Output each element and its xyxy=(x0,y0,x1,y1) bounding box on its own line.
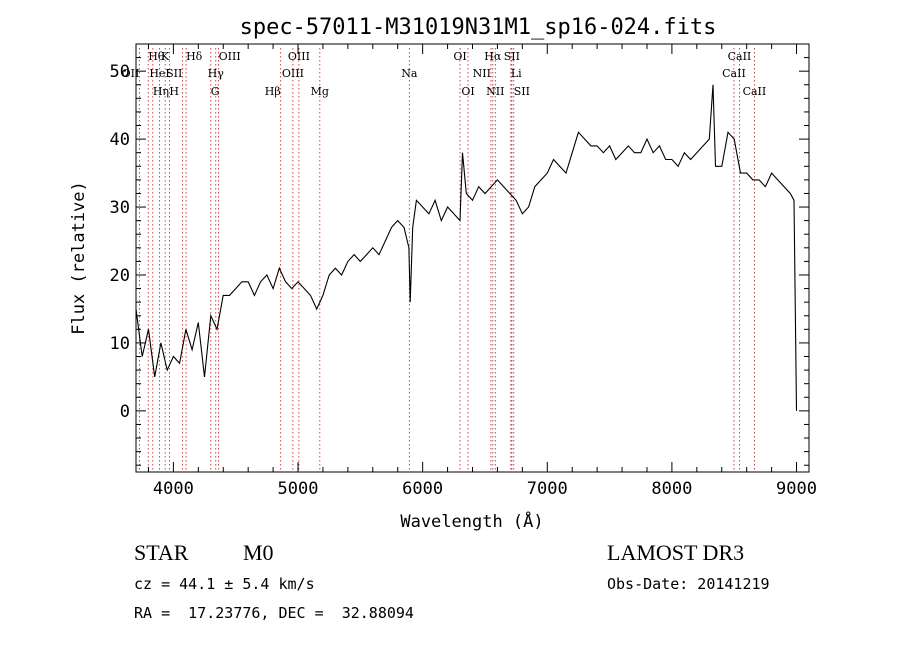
spectral-line-label: SII xyxy=(514,85,530,98)
spectral-line-label: OI xyxy=(453,50,466,63)
y-tick-label: 50 xyxy=(110,62,130,82)
spectral-line-markers xyxy=(138,48,755,472)
x-tick-label: 8000 xyxy=(651,479,692,499)
x-tick-label: 9000 xyxy=(776,479,817,499)
spectral-line-label: CaII xyxy=(722,67,746,80)
y-tick-label: 30 xyxy=(110,198,130,218)
y-tick-label: 0 xyxy=(120,402,130,422)
spectral-line-label: HeI xyxy=(149,67,169,80)
plot-frame xyxy=(135,43,810,473)
survey-name: LAMOST DR3 xyxy=(607,540,745,565)
spectral-line-label: CaII xyxy=(728,50,752,63)
spectral-line-label: G xyxy=(211,85,220,98)
flux-series-line xyxy=(135,84,798,411)
spectral-line-label: Hα xyxy=(484,50,502,63)
spectral-line-label: OIII xyxy=(219,50,241,63)
y-tick-label: 20 xyxy=(110,266,130,286)
y-tick-label: 10 xyxy=(110,334,130,354)
spectral-line-label: CaII xyxy=(743,85,767,98)
x-tick-label: 5000 xyxy=(278,479,319,499)
x-tick-label: 4000 xyxy=(153,479,194,499)
spectral-line-label: Li xyxy=(511,67,522,80)
x-tick-label: 7000 xyxy=(527,479,568,499)
spectral-line-label: H xyxy=(169,85,179,98)
spectral-line-label: Mg xyxy=(311,85,329,98)
spectral-line-label: K xyxy=(161,50,170,63)
y-axis-label: Flux (relative) xyxy=(69,181,89,335)
spectral-line-label: SII xyxy=(504,50,520,63)
spectral-line-label: Hη xyxy=(153,85,169,98)
spectral-line-label: OII xyxy=(122,67,140,80)
spectral-line-label: NII xyxy=(486,85,504,98)
spectral-line-labels: OIIHθHηHeIKHSIIHδGHγOIIIHβOIIIOIIIMgNaOI… xyxy=(122,50,767,98)
spectral-line-label: Hδ xyxy=(186,50,203,63)
axis-ticks: 4000 5000 6000 7000 8000 9000 0 10 20 30 40 50 xyxy=(110,44,817,499)
chart-title: spec-57011-M31019N31M1_sp16-024.fits xyxy=(240,15,717,40)
spectral-line-label: OIII xyxy=(288,50,310,63)
coordinates-readout: RA = 17.23776, DEC = 32.88094 xyxy=(134,604,414,622)
object-subclass: M0 xyxy=(243,540,274,565)
x-tick-label: 6000 xyxy=(402,479,443,499)
spectral-line-label: OI xyxy=(461,85,474,98)
spectral-line-label: OIII xyxy=(282,67,304,80)
x-axis-label: Wavelength (Å) xyxy=(400,510,543,532)
spectral-line-label: Hγ xyxy=(208,67,225,80)
spectral-line-label: NII xyxy=(473,67,491,80)
spectral-line-label: Hβ xyxy=(265,85,281,98)
redshift-readout: cz = 44.1 ± 5.4 km/s xyxy=(134,575,315,593)
spectral-line-label: SII xyxy=(166,67,182,80)
object-class: STAR xyxy=(134,540,189,565)
spectral-line-label: Hθ xyxy=(148,50,165,63)
y-tick-label: 40 xyxy=(110,130,130,150)
observation-date: Obs-Date: 20141219 xyxy=(607,575,770,593)
spectral-line-label: Na xyxy=(401,67,418,80)
